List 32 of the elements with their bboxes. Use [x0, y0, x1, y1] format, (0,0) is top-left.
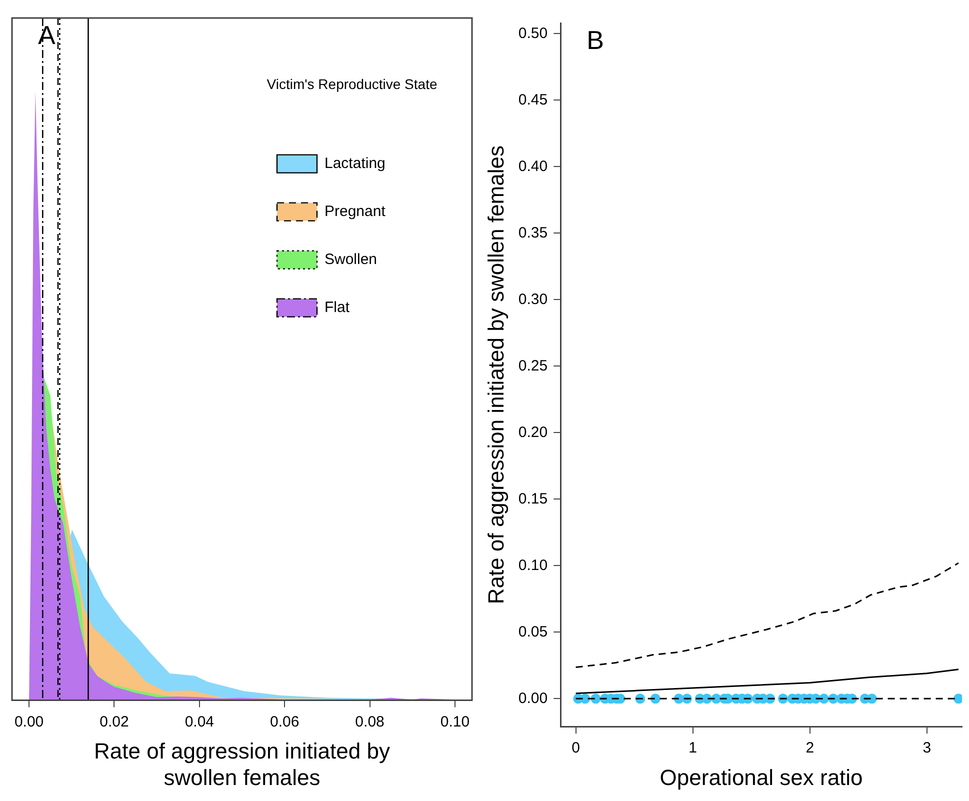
x-tick-label: 0.04: [184, 713, 214, 730]
legend-label: Pregnant: [324, 202, 386, 220]
x-axis-title: Rate of aggression initiated by swollen females: [94, 738, 390, 790]
line-series: [575, 562, 960, 668]
legend-label: Swollen: [324, 250, 378, 268]
chart-title: A: [38, 20, 56, 50]
legend-title: Victim's Reproductive State: [266, 76, 438, 92]
x-tick-label: 0.10: [440, 713, 470, 730]
y-tick-label: 0.05: [518, 623, 548, 640]
x-tick-label: 0: [572, 740, 580, 757]
y-tick-label: 0.50: [518, 24, 548, 42]
x-tick-label: 0.08: [355, 713, 384, 730]
y-tick-label: 0.00: [518, 690, 548, 707]
chart-title: B: [586, 25, 604, 56]
y-tick-label: 0.30: [518, 290, 548, 308]
legend-label: Flat: [324, 298, 350, 316]
x-tick-label: 0.02: [100, 713, 129, 730]
y-tick-label: 0.35: [518, 224, 548, 242]
y-tick-label: 0.25: [518, 357, 548, 374]
x-axis-title: Operational sex ratio: [660, 764, 863, 790]
y-tick-label: 0.10: [518, 556, 548, 574]
x-tick-label: 0.06: [270, 713, 300, 730]
y-axis-title: Rate of aggression initiated by swollen females: [483, 146, 508, 604]
y-tick-label: 0.45: [518, 91, 548, 108]
y-tick-label: 0.20: [518, 424, 548, 441]
y-tick-label: 0.15: [518, 490, 548, 508]
x-tick-label: 0.00: [14, 713, 44, 730]
x-tick-label: 2: [806, 740, 814, 757]
legend-label: Lactating: [324, 154, 386, 172]
y-tick-label: 0.40: [518, 158, 548, 175]
x-tick-label: 3: [922, 740, 932, 757]
x-tick-label: 1: [688, 740, 698, 757]
